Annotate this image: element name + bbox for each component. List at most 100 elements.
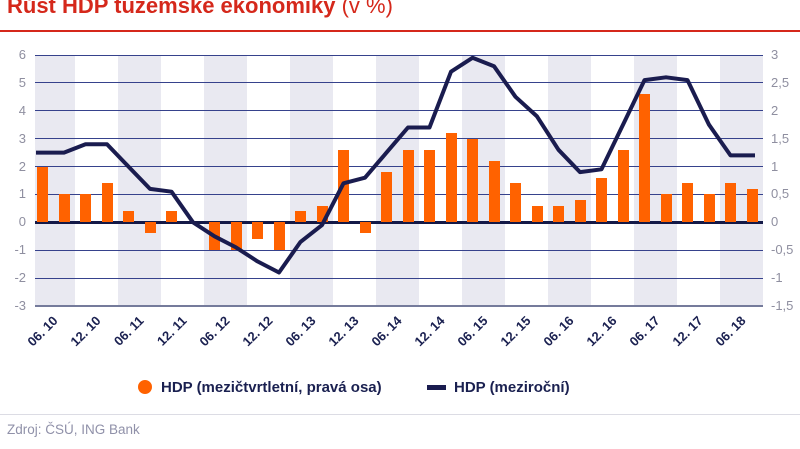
bar-12.13 bbox=[338, 149, 349, 223]
bar-09.16 bbox=[574, 200, 586, 223]
legend-label-yoy: HDP (meziroční) bbox=[454, 378, 570, 396]
gridline bbox=[35, 277, 763, 279]
gridline bbox=[35, 249, 763, 251]
bar-03.16 bbox=[531, 205, 543, 223]
bar-06.15 bbox=[467, 138, 478, 223]
y-axis-tick-left: 4 bbox=[18, 102, 26, 118]
x-axis-label: 06. 12 bbox=[195, 313, 233, 350]
x-axis-label: 12. 16 bbox=[582, 313, 620, 350]
gridline bbox=[35, 54, 763, 56]
gridline bbox=[35, 193, 763, 195]
bar-06.11 bbox=[123, 211, 134, 223]
bar-06.12 bbox=[209, 222, 220, 251]
stripe-band bbox=[547, 55, 591, 306]
bar-12.10 bbox=[80, 194, 91, 223]
bar-12.16 bbox=[596, 177, 607, 223]
bar-03.18 bbox=[703, 194, 715, 223]
bar-09.17 bbox=[660, 194, 672, 223]
x-axis-label: 12. 10 bbox=[66, 313, 104, 350]
gridline bbox=[35, 82, 763, 84]
chart-title-suffix: (v %) bbox=[335, 0, 393, 18]
legend-item-qoq: HDP (mezičtvrtletní, pravá osa) bbox=[138, 374, 382, 400]
y-axis-tick-right: 1 bbox=[771, 158, 779, 174]
x-axis-label: 06. 11 bbox=[110, 313, 147, 349]
source-separator-line bbox=[0, 414, 800, 415]
bar-03.17 bbox=[617, 149, 629, 223]
legend-item-yoy: HDP (meziroční) bbox=[427, 374, 570, 400]
bar-09.10 bbox=[58, 194, 70, 223]
bar-06.17 bbox=[639, 94, 650, 223]
x-axis-label: 12. 17 bbox=[668, 313, 706, 350]
y-axis-tick-right: 2 bbox=[771, 102, 779, 118]
x-axis-label: 06. 16 bbox=[539, 313, 577, 350]
bar-03.13 bbox=[273, 222, 285, 251]
bar-09.15 bbox=[488, 160, 500, 223]
bar-09.14 bbox=[402, 149, 414, 223]
y-axis-tick-right: -0,5 bbox=[771, 242, 794, 258]
x-axis-label: 06. 10 bbox=[23, 313, 61, 350]
bar-12.11 bbox=[166, 211, 177, 223]
x-axis-label: 06. 13 bbox=[281, 313, 319, 350]
y-axis-tick-left: 0 bbox=[18, 214, 26, 230]
x-axis-label: 06. 15 bbox=[453, 313, 491, 350]
legend-label-qoq: HDP (mezičtvrtletní, pravá osa) bbox=[161, 378, 382, 396]
bar-09.11 bbox=[144, 222, 156, 234]
x-axis-label: 12. 12 bbox=[238, 313, 276, 350]
bar-06.14 bbox=[381, 172, 392, 223]
y-axis-tick-left: 6 bbox=[18, 47, 26, 62]
stripe-band bbox=[676, 55, 720, 306]
bar-03.14 bbox=[359, 222, 371, 234]
bar-09.13 bbox=[316, 205, 328, 223]
bar-12.17 bbox=[682, 183, 693, 223]
x-axis-label: 12. 13 bbox=[324, 313, 362, 350]
y-axis-tick-right: 1,5 bbox=[771, 130, 790, 146]
bottom-axis-line bbox=[35, 305, 763, 307]
legend-circle-marker-icon bbox=[138, 380, 152, 394]
y-axis-tick-left: 5 bbox=[18, 74, 26, 90]
source-text: Zdroj: ČSÚ, ING Bank bbox=[7, 422, 140, 437]
chart-area: 6 5 4 3 2 1 0 -1 -2 -3 3 2,5 2 1,5 1 0,5 0 -0,5 -1 -1,5 06… bbox=[14, 47, 794, 350]
bar-09.12 bbox=[230, 222, 242, 251]
bar-09.18 bbox=[746, 188, 758, 223]
stripe-band bbox=[160, 55, 204, 306]
bar-06.16 bbox=[553, 205, 564, 223]
gridline bbox=[35, 166, 763, 168]
title-rule-line bbox=[0, 30, 800, 32]
bar-06.10 bbox=[37, 166, 48, 223]
bar-03.15 bbox=[445, 133, 457, 223]
stripe-band bbox=[289, 55, 333, 306]
x-axis-label: 12. 15 bbox=[496, 313, 534, 350]
y-axis-tick-left: -1 bbox=[14, 242, 26, 258]
y-axis-tick-right: 2,5 bbox=[771, 74, 790, 90]
y-axis-tick-right: 0,5 bbox=[771, 186, 790, 202]
bar-12.14 bbox=[424, 149, 435, 223]
y-axis-tick-right: -1 bbox=[771, 270, 783, 286]
stripe-band bbox=[719, 55, 763, 306]
gridline bbox=[35, 110, 763, 112]
x-axis-label: 06. 18 bbox=[711, 313, 749, 350]
y-axis-tick-right: 3 bbox=[771, 47, 779, 62]
y-axis-tick-left: 1 bbox=[18, 186, 26, 202]
stripe-band bbox=[117, 55, 161, 306]
stripe-band bbox=[246, 55, 290, 306]
bar-03.11 bbox=[101, 183, 113, 223]
stripe-band bbox=[203, 55, 247, 306]
legend: HDP (mezičtvrtletní, pravá osa) HDP (mez… bbox=[0, 374, 800, 400]
x-axis-label: 12. 14 bbox=[410, 313, 448, 350]
y-axis-tick-right: 0 bbox=[771, 214, 779, 230]
chart-title-main: Růst HDP tuzemské ekonomiky bbox=[7, 0, 336, 18]
y-axis-tick-left: 3 bbox=[18, 130, 26, 146]
x-axis-label: 12. 11 bbox=[153, 313, 190, 349]
bar-12.12 bbox=[252, 222, 263, 240]
gridline bbox=[35, 138, 763, 140]
x-axis-label: 06. 14 bbox=[367, 313, 405, 350]
bar-06.18 bbox=[725, 183, 736, 223]
bar-06.13 bbox=[295, 211, 306, 223]
y-axis-tick-left: -3 bbox=[14, 298, 26, 313]
plot-area bbox=[35, 54, 763, 307]
stripe-band bbox=[74, 55, 118, 306]
stripe-band bbox=[504, 55, 548, 306]
y-axis-tick-left: 2 bbox=[18, 158, 26, 174]
chart-title: Růst HDP tuzemské ekonomiky (v %) bbox=[7, 0, 393, 19]
y-axis-tick-right: -1,5 bbox=[771, 298, 794, 313]
